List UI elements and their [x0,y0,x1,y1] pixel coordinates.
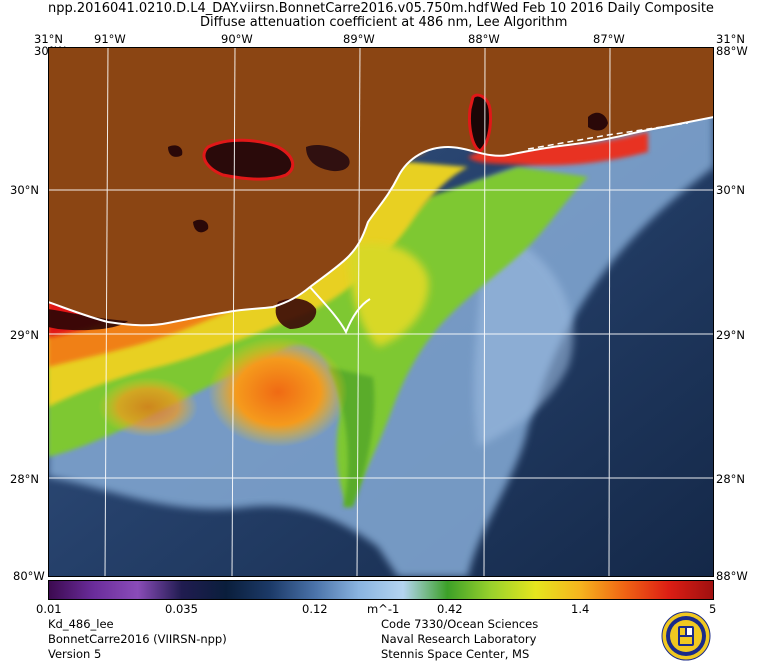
footer-version: Version 5 [48,647,102,661]
lake-borgne [306,145,350,172]
shelf-swirl [473,227,574,447]
lon-label-top: 87°W [593,32,625,46]
coastline [48,116,714,327]
delta-coast [309,286,371,335]
land [48,47,714,326]
footer-org-location: Stennis Space Center, MS [381,647,530,661]
lat-label-left: 28°N [10,472,39,486]
lat-label-left: 29°N [10,328,39,342]
lon-label-top: 88°W [468,32,500,46]
terrebonne-bay [48,309,128,331]
barataria-bay [275,298,317,329]
colorbar-tick: 5 [709,602,717,616]
lat-label-left: 30°N [10,183,39,197]
colorbar-tick: 0.01 [36,602,62,616]
green-water-tongue [328,367,375,507]
product-title: Diffuse attenuation coefficient at 486 n… [200,15,568,30]
footer-org-code: Code 7330/Ocean Sciences [381,617,539,631]
lat-label-right: 29°N [716,328,745,342]
colorbar-tick: 0.035 [165,602,198,616]
satellite-map [48,47,714,577]
green-water [48,167,588,507]
filename-title: npp.2016041.0210.D.L4_DAY.viirsn.BonnetC… [48,1,489,16]
bottom-left-lat-label: 80°W [13,569,45,583]
footer-product-code: Kd_486_lee [48,617,114,631]
lake-edge [202,138,295,181]
lake-pontchartrain [203,140,293,180]
lon-label-top: 89°W [343,32,375,46]
barrier-islands [527,122,689,150]
orange-blob [208,337,348,447]
lat-label-right: 30°N [716,183,745,197]
footer-region: BonnetCarre2016 (VIIRSN-npp) [48,632,227,646]
small-lake [193,219,209,233]
date-title: Wed Feb 10 2016 Daily Composite [490,1,714,16]
orange-blob [98,377,198,437]
colorbar-tick: 0.12 [302,602,328,616]
lon-label-top: 91°W [94,32,126,46]
top-right-overprint: 88°W [716,44,748,58]
top-left-lat-label: 31°N [34,32,63,46]
lon-label-top: 90°W [221,32,253,46]
mobile-bay-edge [468,93,492,153]
colorbar [48,580,714,600]
nrl-seal-icon [661,611,711,661]
bottom-right-lat-label: 88°W [716,569,748,583]
top-right-lat-label: 31°N [716,32,745,46]
yellow-patch [348,243,429,347]
pensacola-bay [588,112,608,131]
red-water-east [468,132,648,166]
lat-label-right: 28°N [716,472,745,486]
colorbar-tick: 0.42 [437,602,463,616]
small-lake [168,145,183,157]
colorbar-unit: m^-1 [367,602,400,616]
colorbar-tick: 1.4 [571,602,590,616]
footer-org-name: Naval Research Laboratory [381,632,537,646]
graticule [48,47,714,577]
